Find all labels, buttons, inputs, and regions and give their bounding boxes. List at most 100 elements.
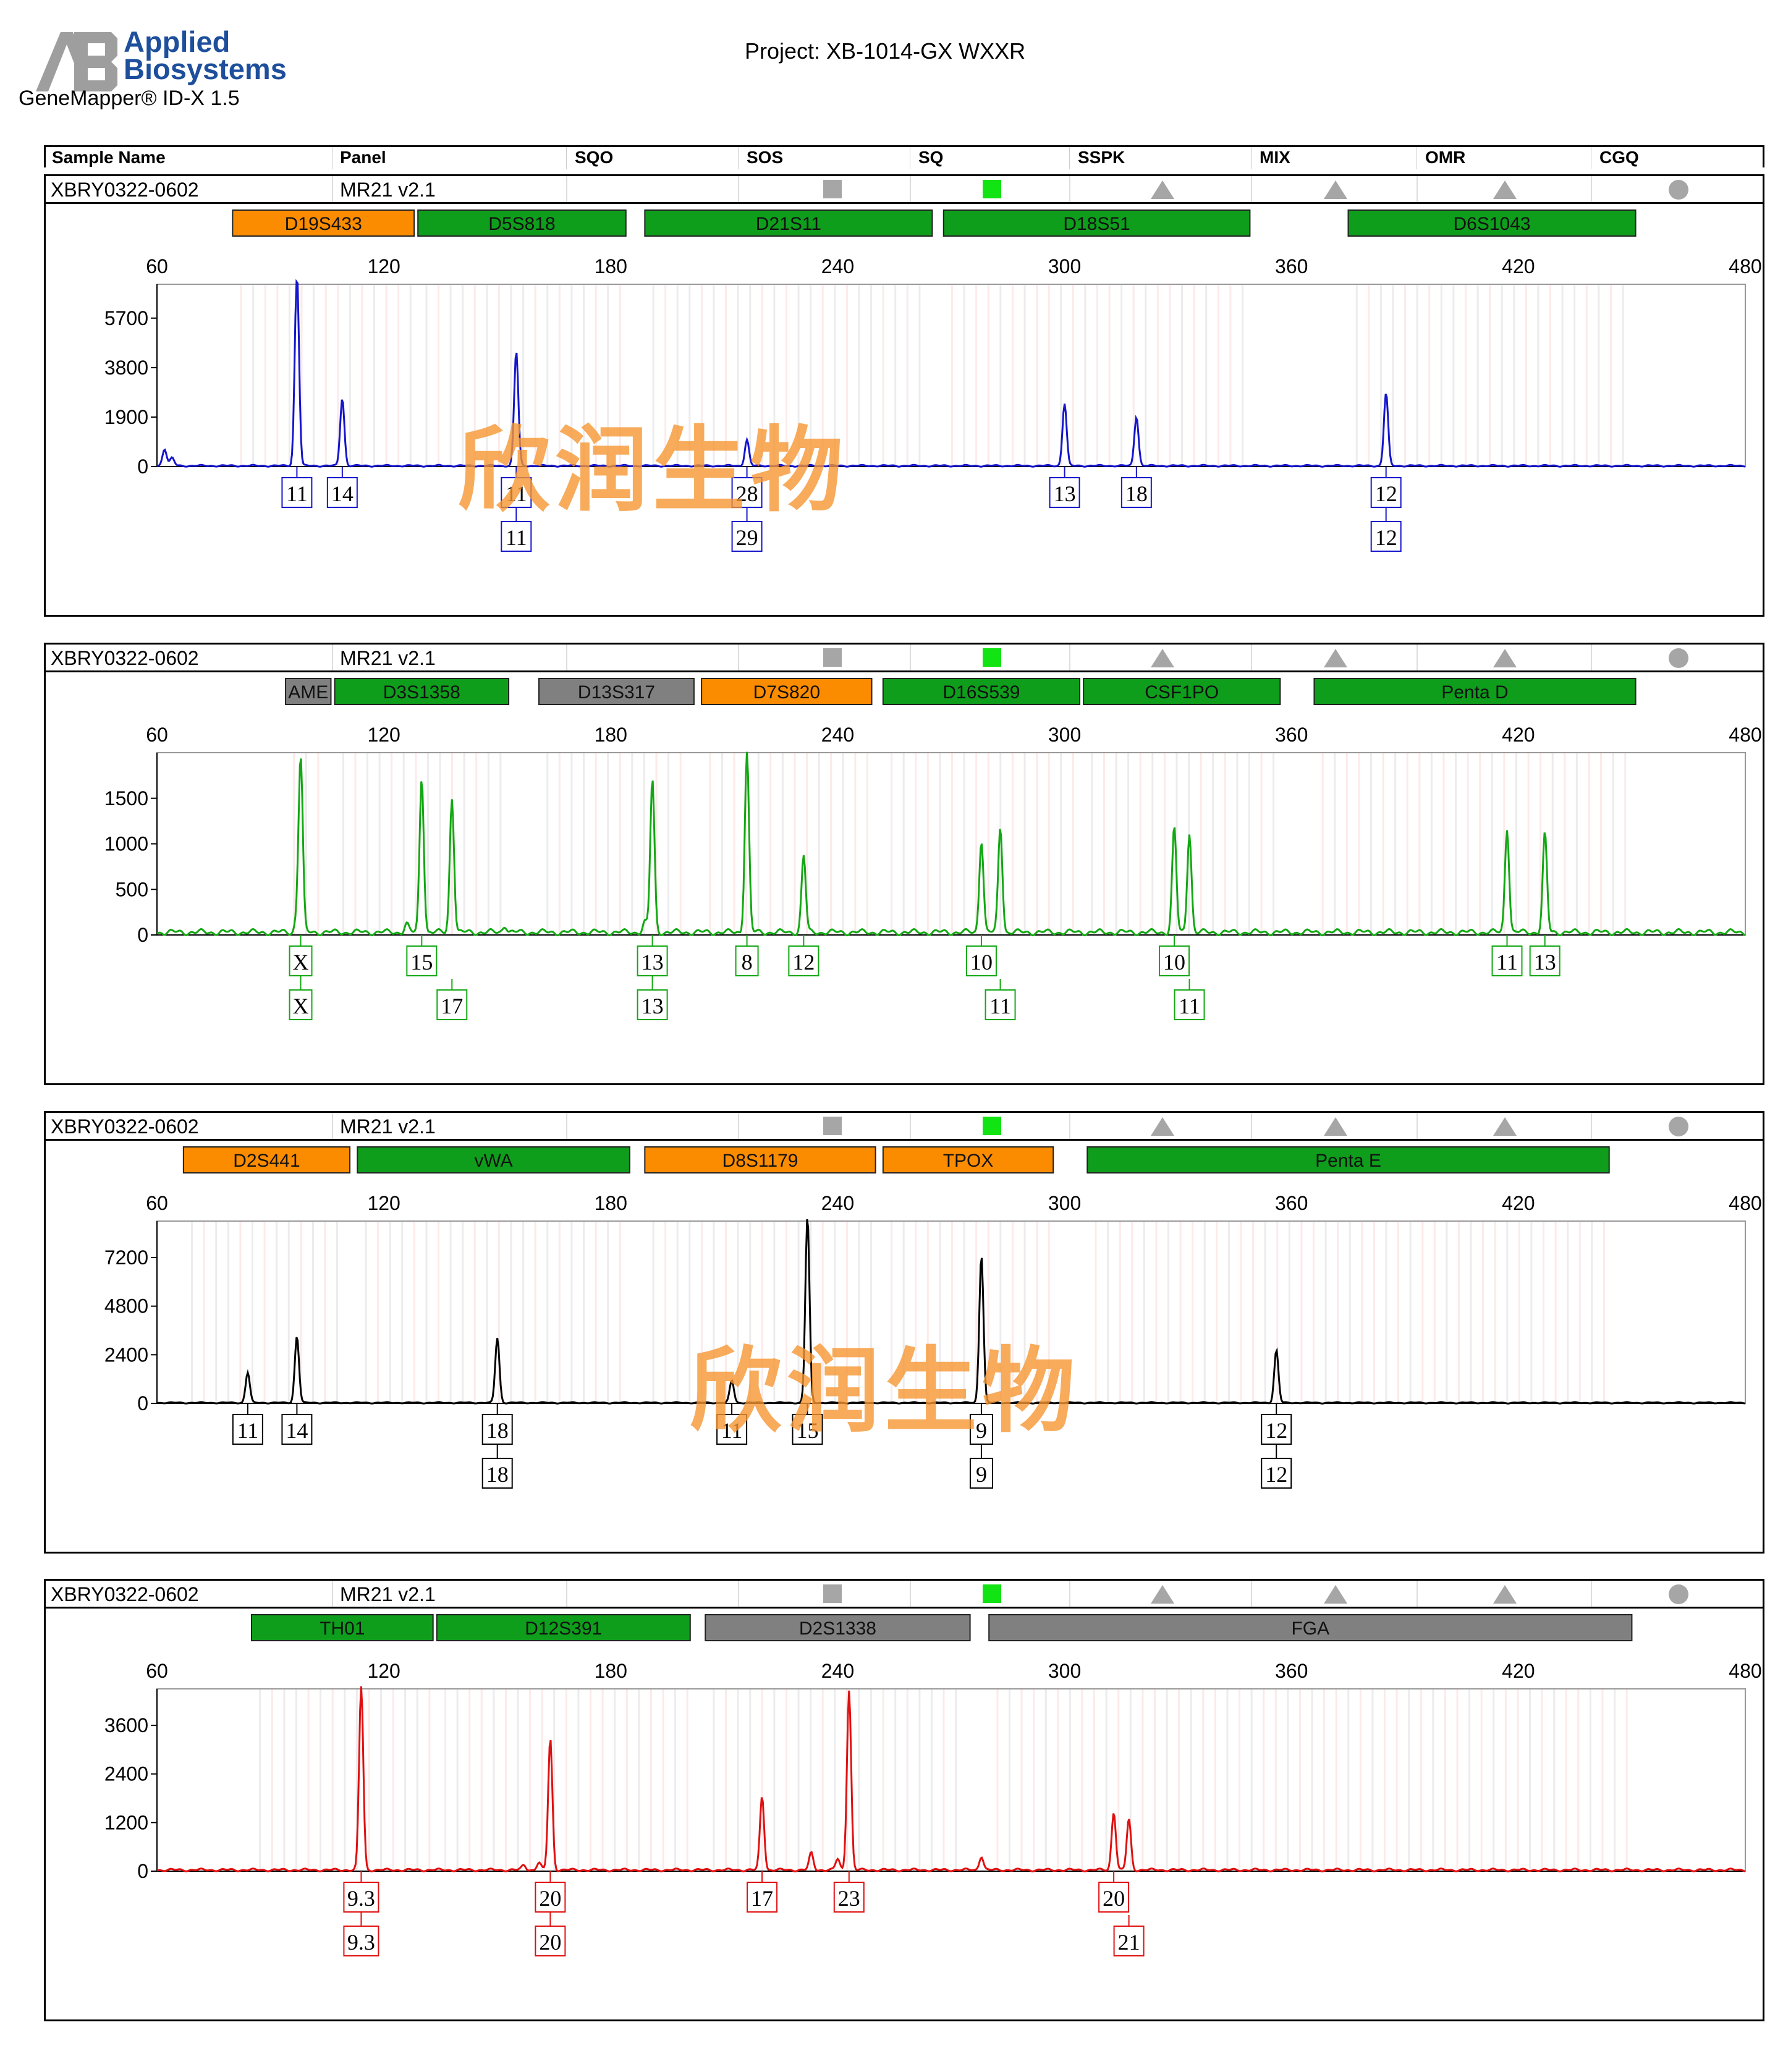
marker-D19S433[interactable]: D19S433 [232,209,415,237]
allele-call[interactable]: 14 [281,1403,313,1445]
marker-AME[interactable]: AME [285,678,332,705]
allele-label: 8 [742,950,753,975]
marker-D7S820[interactable]: D7S820 [701,678,873,705]
marker-TH01[interactable]: TH01 [250,1614,434,1641]
allele-call[interactable]: 11 11 [501,467,532,552]
allele-call[interactable]: 11 [985,979,1016,1020]
allele-call[interactable]: 15 [406,935,438,976]
marker-D13S317[interactable]: D13S317 [538,678,695,705]
x-tick-label: 420 [1502,255,1535,277]
x-tick-label: 420 [1502,1660,1535,1682]
allele-call[interactable]: 10 [1159,935,1190,976]
marker-FGA[interactable]: FGA [988,1614,1633,1641]
marker-vWA[interactable]: vWA [357,1146,630,1173]
allele-call[interactable]: 13 [1049,467,1080,508]
brand-line-2: Biosystems [124,53,287,85]
allele-call[interactable]: 10 [965,935,997,976]
allele-call[interactable]: 11 [281,467,313,508]
marker-CSF1PO[interactable]: CSF1PO [1083,678,1281,705]
marker-label: vWA [474,1151,512,1171]
allele-label: 23 [838,1886,860,1911]
x-tick-label: 120 [367,1192,400,1214]
marker-D6S1043[interactable]: D6S1043 [1347,209,1637,237]
allele-label: 12 [1265,1462,1287,1487]
watermark-1: 欣润生物 [457,416,849,525]
signal-trace [156,279,1746,468]
x-tick-label: 480 [1729,724,1761,746]
allele-call[interactable]: 13 13 [637,935,668,1020]
allele-call[interactable]: 11 [1491,935,1523,976]
sos-square-icon [823,180,842,198]
allele-call[interactable]: 14 [326,467,358,508]
marker-D5S818[interactable]: D5S818 [417,209,627,237]
marker-D12S391[interactable]: D12S391 [436,1614,691,1641]
sample-row[interactable]: XBRY0322-0602 MR21 v2.1 [46,1113,1763,1141]
sample-name: XBRY0322-0602 [51,647,199,669]
marker-D16S539[interactable]: D16S539 [882,678,1081,705]
col-omr: OMR [1425,148,1466,167]
sample-row[interactable]: XBRY0322-0602 MR21 v2.1 [46,176,1763,204]
brand-line-1: Applied [124,25,231,58]
sample-row[interactable]: XBRY0322-0602 MR21 v2.1 [46,1581,1763,1609]
y-tick-label: 1900 [104,406,148,428]
panel-4: XBRY0322-0602 MR21 v2.1 TH01 D12S391 D2S1338… [44,1579,1764,2021]
allele-call[interactable]: 17 [436,979,468,1020]
x-tick-label: 120 [367,255,400,277]
col-sqo: SQO [575,148,614,167]
allele-call[interactable]: 18 [1120,467,1152,508]
allele-call[interactable]: 13 [1529,935,1561,976]
marker-D3S1358[interactable]: D3S1358 [334,678,510,705]
allele-call[interactable]: 99 [969,1403,993,1489]
marker-TPOX[interactable]: TPOX [882,1146,1054,1173]
allele-call[interactable]: 12 12 [1370,467,1402,552]
allele-label: 18 [486,1462,509,1487]
panel-3: XBRY0322-0602 MR21 v2.1 D2S441 vWA D8S1179 TP… [44,1111,1764,1554]
signal-trace [156,751,1746,937]
allele-call[interactable]: 23 [833,1871,865,1913]
allele-call[interactable]: 12 [788,935,820,976]
y-tick-label: 2400 [104,1343,148,1366]
marker-D2S1338[interactable]: D2S1338 [705,1614,971,1641]
marker-label: D12S391 [525,1618,602,1639]
allele-call[interactable]: 11 [716,1403,748,1445]
allele-call[interactable]: 11 [1174,979,1205,1020]
allele-call[interactable]: 8 [735,935,759,976]
marker-D2S441[interactable]: D2S441 [182,1146,351,1173]
x-tick-label: 120 [367,1660,400,1682]
allele-call[interactable]: 20 [1098,1871,1130,1913]
panel-name: MR21 v2.1 [340,1583,436,1605]
panel-1: XBRY0322-0602 MR21 v2.1 D19S433 D5S818 D21S1… [44,174,1764,617]
sample-row[interactable]: XBRY0322-0602 MR21 v2.1 [46,645,1763,672]
marker-D8S1179[interactable]: D8S1179 [644,1146,876,1173]
allele-call[interactable]: 15 [792,1403,823,1445]
allele-call[interactable]: 17 [747,1871,778,1913]
allele-label: 12 [1265,1418,1287,1443]
marker-label: TH01 [320,1618,365,1639]
x-tick-label: 420 [1502,1192,1535,1214]
allele-label: 9 [976,1418,987,1443]
allele-call[interactable]: 21 [1113,1915,1145,1956]
x-tick-label: 360 [1275,1660,1308,1682]
y-tick-label: 7200 [104,1246,148,1269]
marker-D21S11[interactable]: D21S11 [644,209,933,237]
marker-D18S51[interactable]: D18S51 [942,209,1251,237]
allele-call[interactable]: 12 12 [1261,1403,1292,1489]
allele-call[interactable]: 11 [232,1403,263,1445]
allele-call[interactable]: XX [289,935,313,1020]
allele-label: 10 [1163,950,1185,975]
omr-triangle-icon [1493,1585,1517,1604]
allele-bins [293,753,1627,935]
marker-Penta-D[interactable]: Penta D [1313,678,1637,705]
marker-Penta-E[interactable]: Penta E [1086,1146,1610,1173]
x-tick-label: 180 [595,1660,627,1682]
allele-call[interactable]: 9.3 9.3 [343,1871,379,1956]
allele-label: 14 [286,1418,308,1443]
col-sample-name: Sample Name [52,148,166,167]
allele-call[interactable]: 28 29 [731,467,763,552]
allele-label: 11 [1179,994,1200,1018]
allele-label: 18 [486,1418,509,1443]
col-panel: Panel [340,148,386,167]
y-tick-label: 5700 [104,307,148,329]
